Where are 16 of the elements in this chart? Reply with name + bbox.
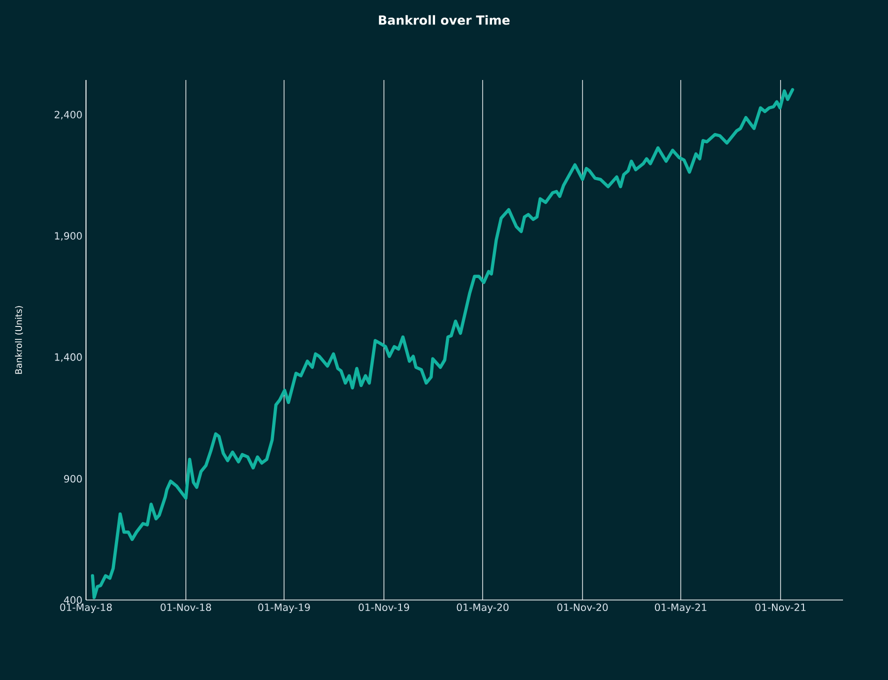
- y-tick-label: 900: [64, 475, 82, 483]
- x-tick-label: 01-Nov-20: [557, 604, 608, 612]
- x-tick-label: 01-Nov-21: [755, 604, 806, 612]
- x-tick-label: 01-Nov-19: [358, 604, 410, 612]
- y-tick-label: 1,900: [55, 232, 82, 241]
- x-tick-label: 01-May-20: [456, 604, 509, 613]
- x-tick-label: 01-May-18: [60, 604, 112, 613]
- y-tick-label: 2,400: [54, 110, 82, 120]
- x-tick-label: 01-Nov-18: [160, 604, 212, 612]
- chart-title: Bankroll over Time: [378, 15, 510, 25]
- y-axis-title: Bankroll (Units): [15, 306, 23, 374]
- x-tick-label: 01-May-21: [654, 604, 706, 613]
- y-tick-label: 400: [64, 596, 82, 604]
- x-tick-label: 01-May-19: [258, 604, 310, 613]
- line-series: [90, 88, 794, 600]
- y-tick-label: 1,400: [55, 353, 82, 362]
